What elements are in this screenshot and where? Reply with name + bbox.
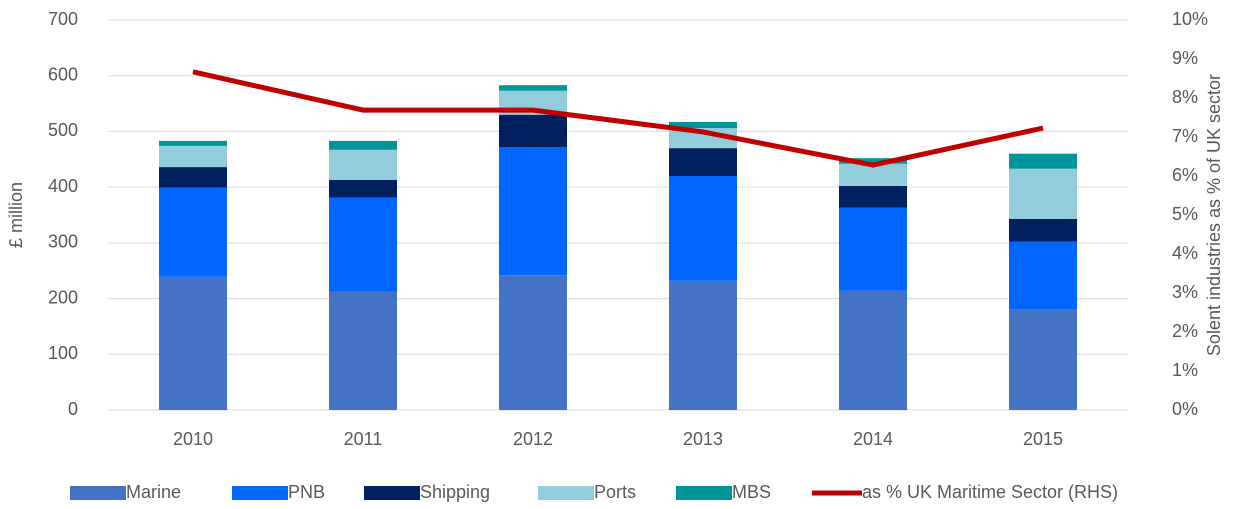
bar-segment xyxy=(329,197,397,292)
y-tick-label: 200 xyxy=(48,287,78,307)
legend-label: Ports xyxy=(594,482,636,502)
y-tick-label: 700 xyxy=(48,9,78,29)
legend-swatch xyxy=(70,486,126,500)
y2-tick-label: 8% xyxy=(1172,87,1198,107)
bar-segment xyxy=(839,207,907,291)
bar-segment xyxy=(839,186,907,208)
y2-tick-label: 1% xyxy=(1172,360,1198,380)
legend-label: PNB xyxy=(288,482,325,502)
bar-segment xyxy=(329,149,397,180)
legend-swatch xyxy=(232,486,288,500)
y2-tick-label: 0% xyxy=(1172,399,1198,419)
bar-segment xyxy=(669,148,737,176)
y2-tick-label: 5% xyxy=(1172,204,1198,224)
bar-segment xyxy=(1009,218,1077,242)
bar-segment xyxy=(159,167,227,188)
y2-tick-label: 7% xyxy=(1172,126,1198,146)
line-series xyxy=(192,69,1044,168)
y-tick-label: 400 xyxy=(48,176,78,196)
y2-tick-label: 4% xyxy=(1172,243,1198,263)
bar-segment xyxy=(499,85,567,91)
x-tick-label: 2012 xyxy=(513,429,553,449)
legend-swatch xyxy=(538,486,594,500)
y-axis-title: £ million xyxy=(6,182,26,248)
bar-segment xyxy=(499,275,567,410)
bar-segment xyxy=(1009,168,1077,219)
bar-segment xyxy=(159,140,227,146)
bar-segment xyxy=(669,280,737,410)
bar-segment xyxy=(1009,241,1077,310)
legend-label: MBS xyxy=(732,482,771,502)
legend-label: Shipping xyxy=(420,482,490,502)
y2-tick-label: 3% xyxy=(1172,282,1198,302)
x-tick-label: 2013 xyxy=(683,429,723,449)
bar-segment xyxy=(329,179,397,198)
bar-segment xyxy=(839,158,907,164)
y2-tick-label: 9% xyxy=(1172,48,1198,68)
bar-segment xyxy=(839,290,907,410)
bar-segment xyxy=(1009,153,1077,169)
y2-tick-label: 10% xyxy=(1172,9,1208,29)
bar-segment xyxy=(159,276,227,410)
y-tick-label: 0 xyxy=(68,399,78,419)
bar-segment xyxy=(329,140,397,150)
x-tick-label: 2010 xyxy=(173,429,213,449)
x-tick-label: 2011 xyxy=(344,429,383,449)
bar-segment xyxy=(159,187,227,277)
bar-segment xyxy=(499,114,567,148)
y-tick-label: 300 xyxy=(48,232,78,252)
legend-swatch xyxy=(676,486,732,500)
bar-segment xyxy=(329,291,397,410)
bar-segment xyxy=(499,147,567,276)
y2-tick-label: 2% xyxy=(1172,321,1198,341)
y2-axis-title: Solent industries as % of UK sector xyxy=(1204,74,1224,356)
bar-segment xyxy=(669,176,737,281)
x-tick-label: 2015 xyxy=(1023,429,1063,449)
bar-segment xyxy=(159,145,227,168)
bar-segment xyxy=(1009,309,1077,410)
legend-label: Marine xyxy=(126,482,181,502)
bar-segment xyxy=(839,163,907,187)
legend-label: as % UK Maritime Sector (RHS) xyxy=(862,482,1118,502)
bar-segment xyxy=(669,121,737,129)
legend-swatch xyxy=(364,486,420,500)
y-tick-label: 600 xyxy=(48,64,78,84)
y2-tick-label: 6% xyxy=(1172,165,1198,185)
y-tick-label: 500 xyxy=(48,120,78,140)
y-tick-label: 100 xyxy=(48,343,78,363)
x-tick-label: 2014 xyxy=(853,429,893,449)
